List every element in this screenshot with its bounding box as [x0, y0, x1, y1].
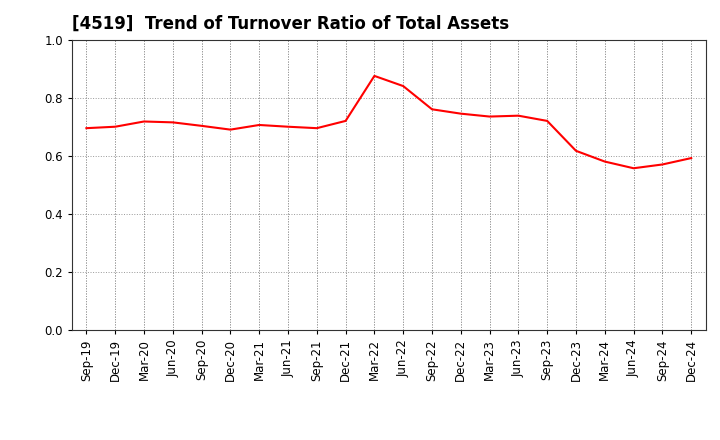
Text: [4519]  Trend of Turnover Ratio of Total Assets: [4519] Trend of Turnover Ratio of Total … [72, 15, 509, 33]
